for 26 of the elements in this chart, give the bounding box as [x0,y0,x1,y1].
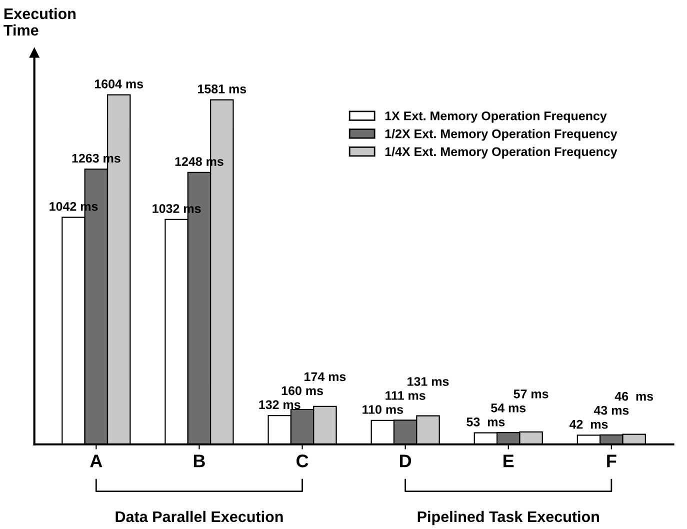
data-label: 53 ms [466,417,505,426]
data-label: 131 ms [408,377,449,386]
data-label: 174 ms [304,372,346,382]
text: Data Parallel Execution [116,510,283,522]
y-axis-title: Execution Time [4,8,76,36]
legend-label: 1/2X Ext. Memory Operation Frequency [385,129,618,141]
data-label: 1581 ms [198,84,246,94]
data-label: 43 ms [594,406,629,415]
data-label: 1604 ms [94,80,144,88]
data-label: 111 ms [386,391,426,400]
x-tick-label: D [400,454,412,468]
data-label: 42 ms [569,420,608,429]
legend-label: 1/4X Ext. Memory Operation Frequency [385,146,618,159]
data-label: 160 ms [282,386,323,396]
data-label: 46 ms [614,392,654,401]
x-tick-label: B [194,454,205,468]
x-tick-label: A [90,454,102,468]
x-tick-label: F [607,454,616,468]
data-label: 110 ms [362,405,403,414]
legend-label: 1X Ext. Memory Operation Frequency [385,111,607,123]
data-label: 54 ms [491,404,526,412]
data-label: 57 ms [514,390,548,398]
data-label: 132 ms [259,400,300,410]
text: Pipelined Task Execution [418,510,599,526]
x-tick-label: C [296,454,308,468]
x-tick-label: E [504,454,514,468]
